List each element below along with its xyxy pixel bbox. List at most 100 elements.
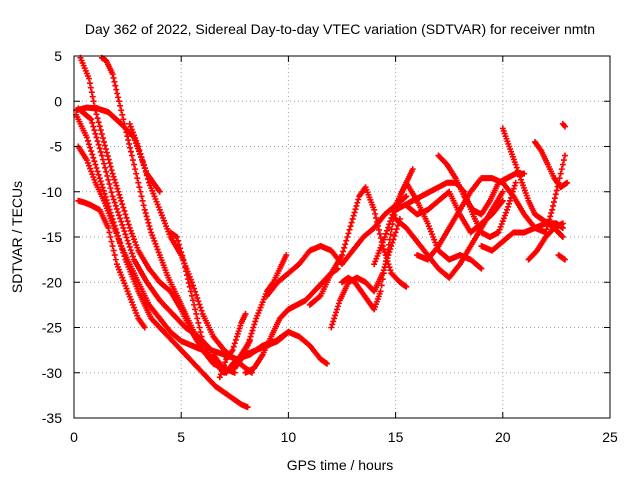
data-point [402,194,409,201]
y-tick-label: -5 [50,139,63,155]
data-point [92,130,99,137]
data-point [107,234,114,240]
data-point [142,168,149,175]
data-point [126,140,133,147]
data-point [181,260,188,267]
data-point [124,133,131,140]
data-point [91,158,98,165]
data-point [123,214,130,221]
x-tick-label: 10 [281,429,297,445]
data-series [414,175,549,263]
data-series [75,197,148,331]
data-point [246,336,253,343]
data-point [119,111,126,118]
data-point [94,138,101,145]
data-point [97,127,104,134]
data-point [121,228,128,235]
data-point [95,171,102,178]
data-point [87,84,94,91]
data-point [380,246,387,253]
data-point [110,247,117,254]
data-point [108,167,115,174]
data-point [498,220,505,227]
data-point [102,164,109,171]
data-point [104,153,111,160]
data-point [156,188,163,195]
data-series [403,188,506,236]
data-point [124,218,131,225]
data-point [124,237,131,244]
data-point [95,141,102,148]
data-point [117,215,124,222]
data-point [90,98,97,105]
data-point [125,240,132,247]
data-point [88,148,95,155]
data-point [86,75,93,82]
data-point [351,209,358,216]
data-point [149,232,156,239]
data-point [111,78,118,85]
data-point [382,258,389,265]
data-point [90,154,97,161]
data-point [191,301,198,308]
data-point [105,156,112,163]
data-point [389,211,396,218]
x-tick-label: 5 [177,429,185,445]
data-point [117,194,124,201]
data-point [98,131,105,138]
data-point [129,253,136,260]
data-point [388,214,395,221]
x-tick-label: 15 [388,429,404,445]
data-point [554,183,561,190]
data-point [109,193,116,200]
data-point [550,199,557,206]
data-point [127,144,134,151]
data-point [335,300,342,307]
data-point [133,137,140,144]
data-point [379,276,386,283]
data-point [388,226,395,233]
data-point [382,230,389,237]
data-point [113,86,120,93]
data-point [96,123,103,130]
data-point [144,216,151,223]
data-point [135,143,142,150]
data-point [120,116,127,123]
data-point [193,310,200,317]
data-point [120,224,127,231]
data-point [123,234,130,241]
data-point [345,230,352,237]
data-point [196,324,203,331]
data-point [183,268,190,275]
data-point [561,123,568,130]
data-point [333,309,340,316]
data-point [99,135,106,142]
data-point [90,174,97,181]
data-point [499,188,506,195]
data-point [250,324,257,331]
data-point [342,241,349,248]
data-point [152,240,159,247]
grid [74,56,610,418]
data-point [194,315,201,322]
data-point [122,231,129,238]
data-point [354,199,361,206]
data-point [478,265,485,272]
data-point [186,283,193,290]
data-point [377,288,384,295]
data-point [496,226,503,233]
data-point [119,201,126,208]
data-point [512,161,519,168]
data-point [155,249,162,256]
data-point [242,310,249,317]
data-point [550,202,557,209]
data-point [559,234,566,240]
data-point [135,179,142,186]
data-point [184,276,191,283]
data-point [140,202,147,209]
data-point [232,336,239,343]
data-point [89,119,96,126]
data-point [141,165,148,172]
data-point [115,94,122,101]
data-point [221,362,228,369]
